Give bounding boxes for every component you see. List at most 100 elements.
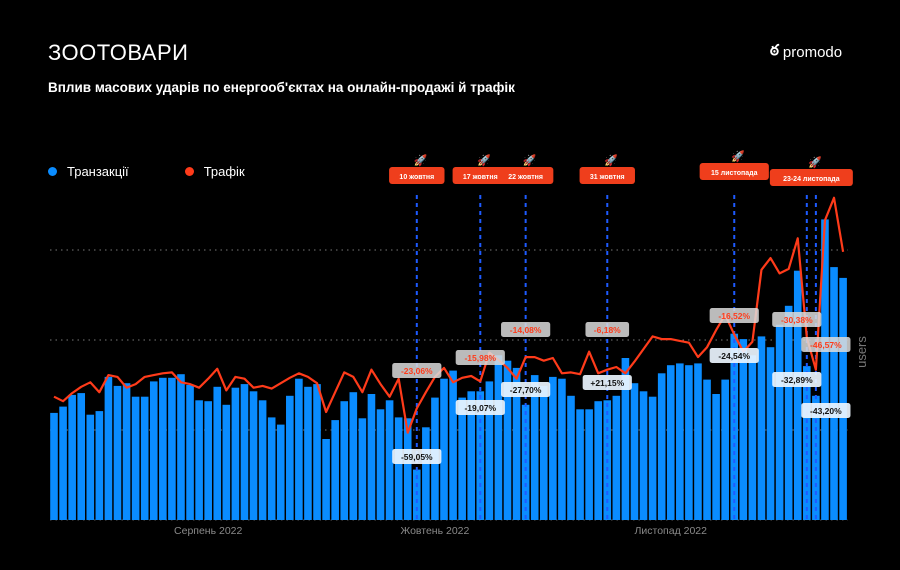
bar-transactions [676,363,684,520]
bar-transactions [549,376,557,520]
bar-transactions [77,393,86,520]
transactions-change-label: -19,07% [464,403,496,413]
transactions-change-label-bg [801,403,851,418]
bar-transactions [748,355,757,520]
bar-transactions [712,394,720,520]
bar-transactions [567,395,575,520]
bar-transactions [195,400,203,520]
traffic-change-label-bg [709,308,759,323]
bar-transactions [739,339,748,520]
bar-transactions [140,396,149,520]
x-tick-label: Серпень 2022 [174,525,242,537]
bar-transactions [376,409,385,520]
rocket-icon: 🚀 [731,150,745,163]
legend-dot-icon [48,167,57,176]
event-badge [452,167,508,184]
traffic-change-label: -6,18% [594,325,621,335]
x-tick-label: Жовтень 2022 [401,525,470,537]
transactions-change-label-bg [772,372,822,387]
bar-transactions [340,401,349,520]
bar-transactions [467,391,476,520]
traffic-line [53,196,845,434]
bar-transactions [839,277,847,520]
traffic-change-label: -15,98% [464,353,496,363]
traffic-change-label-bg [455,350,505,365]
traffic-change-label-bg [801,337,851,352]
event-badge [389,167,445,184]
bar-transactions [422,427,430,520]
bar-transactions [222,404,231,520]
y-axis-label: users [854,336,869,368]
transactions-change-label-bg [501,382,551,397]
bar-transactions [757,336,766,520]
bar-transactions [784,305,793,520]
bar-transactions [793,270,802,520]
traffic-change-label: -30,38% [781,315,813,325]
bar-transactions [694,363,702,520]
transactions-change-label: -24,54% [718,351,750,361]
bar-transactions [576,409,584,520]
legend-item-traffic: Трафік [184,164,245,179]
event-badge [579,167,635,184]
bar-transactions [721,379,729,520]
legend-dot-icon [184,167,194,176]
bar-transactions [530,375,539,520]
bar-transactions [68,394,76,520]
bar-transactions [403,418,412,520]
event-label: 22 жовтня [508,174,543,181]
promodo-logo: ఠ promodo [770,42,842,63]
bar-transactions [104,376,113,520]
bar-transactions [240,384,249,520]
bar-transactions [358,418,367,520]
legend-label: Трафік [203,164,245,179]
bar-transactions [349,392,358,520]
bar-transactions [131,396,140,520]
bar-transactions [385,400,394,520]
event-badge [699,163,769,180]
event-badge [497,167,554,184]
bar-transactions [657,373,666,520]
transactions-change-label: -27,70% [510,385,542,395]
transactions-change-label: +21,15% [590,378,624,388]
bar-transactions [213,386,222,520]
bar-transactions [639,391,648,520]
bar-transactions [630,383,639,520]
rocket-icon: 🚀 [808,156,822,169]
bar-transactions [558,378,566,520]
bar-transactions [821,219,829,520]
bar-transactions [666,365,675,520]
traffic-change-label: -14,08% [510,325,542,335]
event-label: 15 листопада [711,170,758,177]
bar-transactions [322,439,330,520]
bar-transactions [458,397,466,520]
legend-item-transactions: Транзакції [48,164,129,179]
event-label: 10 жовтня [399,174,434,181]
bar-transactions [149,381,158,520]
bar-transactions [286,395,294,520]
traffic-change-label: -16,52% [718,311,750,321]
bar-transactions [812,395,820,520]
event-label: 17 жовтня [463,174,498,181]
rocket-icon: 🚀 [523,154,537,167]
bar-transactions [295,378,303,520]
bar-transactions [113,385,122,520]
promodo-logo-icon: ఠ [770,42,779,59]
bar-transactions [476,391,485,520]
bar-transactions [648,396,657,520]
bar-transactions [331,420,339,520]
bar-transactions [685,365,693,520]
bar-transactions [59,406,67,520]
bar-transactions [367,394,376,520]
event-label: 31 жовтня [590,174,625,181]
transactions-change-label-bg [392,449,442,464]
bar-transactions [766,347,775,520]
chart-subtitle: Вплив масових ударів по енергооб'єктах н… [48,80,515,95]
rocket-icon: 🚀 [414,154,428,167]
bar-transactions [231,387,240,520]
bar-transactions [394,417,403,520]
bar-transactions [449,370,457,520]
event-label: 23-24 листопада [783,176,840,183]
traffic-change-label-bg [772,312,822,327]
bar-transactions [86,414,95,520]
traffic-change-label: -46,57% [810,340,842,350]
